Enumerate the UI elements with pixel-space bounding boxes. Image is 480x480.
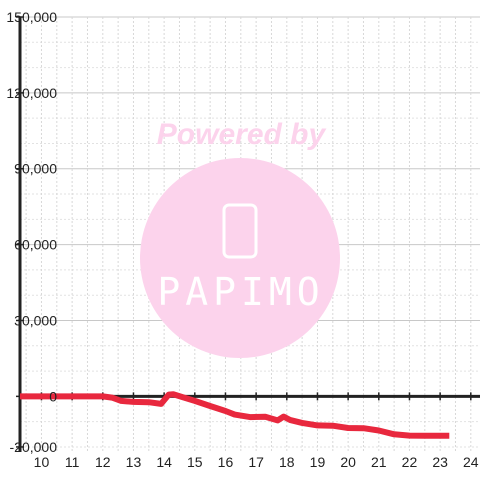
x-tick-label: 15	[187, 454, 203, 470]
x-tick-label: 11	[65, 454, 80, 470]
watermark-text: Powered by	[157, 118, 327, 151]
y-tick-label: -20,000	[10, 439, 58, 455]
y-tick-label: 150,000	[6, 9, 57, 25]
x-tick-label: 12	[95, 454, 111, 470]
x-tick-label: 17	[248, 454, 264, 470]
y-tick-label: 90,000	[14, 161, 57, 177]
phone-icon	[222, 203, 258, 259]
x-tick-labels: 10 11 12 13 14 15 16 17 18 19 20 21 22 23 24	[34, 454, 479, 470]
y-tick-labels: -20,000 0 30,000 60,000 90,000 120,000 150,000	[6, 9, 57, 455]
grid	[20, 16, 480, 452]
x-tick-label: 23	[432, 454, 448, 470]
x-tick-label: 19	[310, 454, 326, 470]
y-tick-label: 0	[49, 388, 57, 404]
x-tick-label: 18	[279, 454, 295, 470]
x-tick-label: 16	[218, 454, 234, 470]
x-tick-label: 10	[34, 454, 50, 470]
y-tick-label: 60,000	[14, 237, 57, 253]
series	[20, 391, 450, 439]
series-line-1	[20, 391, 450, 439]
x-tick-label: 24	[463, 454, 479, 470]
x-tick-label: 13	[126, 454, 142, 470]
watermark: Powered by PAPIMO	[140, 118, 340, 358]
y-tick-label: 30,000	[14, 312, 57, 328]
x-tick-label: 22	[402, 454, 418, 470]
x-tick-label: 21	[371, 454, 387, 470]
x-tick-label: 14	[156, 454, 172, 470]
y-tick-label: 120,000	[6, 85, 57, 101]
x-tick-label: 20	[340, 454, 356, 470]
watermark-brand: PAPIMO	[157, 270, 324, 314]
